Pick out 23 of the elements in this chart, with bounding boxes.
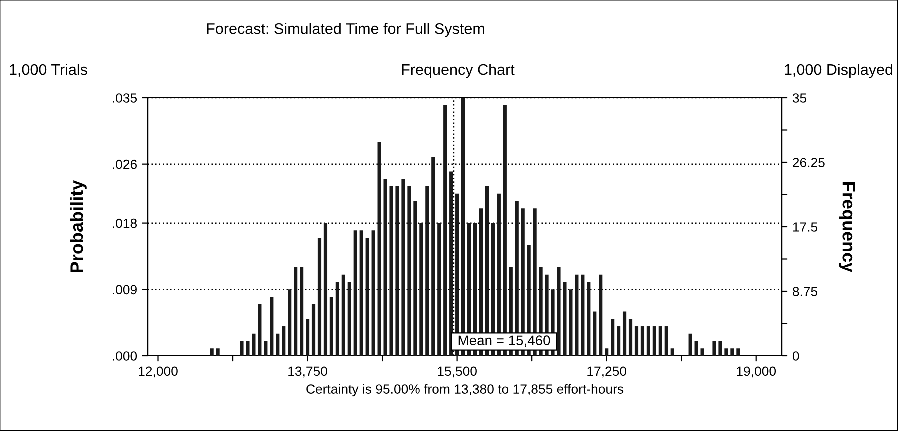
- y-tick-label: .018: [113, 218, 138, 228]
- y-tick-label: .035: [113, 94, 138, 103]
- y-tick-label: .000: [113, 352, 138, 361]
- y-axis-title: Probability: [70, 180, 87, 272]
- y-tick-label: .009: [113, 285, 137, 295]
- x-tick-label: 19,000: [737, 366, 776, 378]
- y2-tick-label: 17.5: [793, 222, 818, 232]
- y-tick-label: .026: [113, 160, 138, 170]
- y2-tick-label: 8.75: [792, 287, 818, 296]
- chart-subtitle: Frequency Chart: [402, 64, 515, 78]
- y2-tick-label: 26.25: [793, 158, 825, 168]
- x-axis-title: Certainty is 95.00% from 13,380 to 17,855 effort-hours: [306, 384, 624, 397]
- y2-tick-label: 35: [792, 94, 807, 103]
- text: 1,000 Trials: [10, 64, 88, 78]
- text: 1,000 Displayed: [785, 64, 893, 78]
- chart-title: Forecast: Simulated Time for Full System: [207, 23, 484, 38]
- y2-axis-title: Frequency: [839, 182, 856, 273]
- x-tick-label: 12,000: [139, 366, 178, 378]
- x-tick-label: 13,750: [288, 366, 328, 378]
- ref-line-label: Mean = 15,460: [458, 336, 550, 348]
- x-tick-label: 15,500: [438, 366, 477, 378]
- y2-tick-label: 0: [792, 352, 800, 361]
- x-tick-label: 17,250: [588, 366, 626, 378]
